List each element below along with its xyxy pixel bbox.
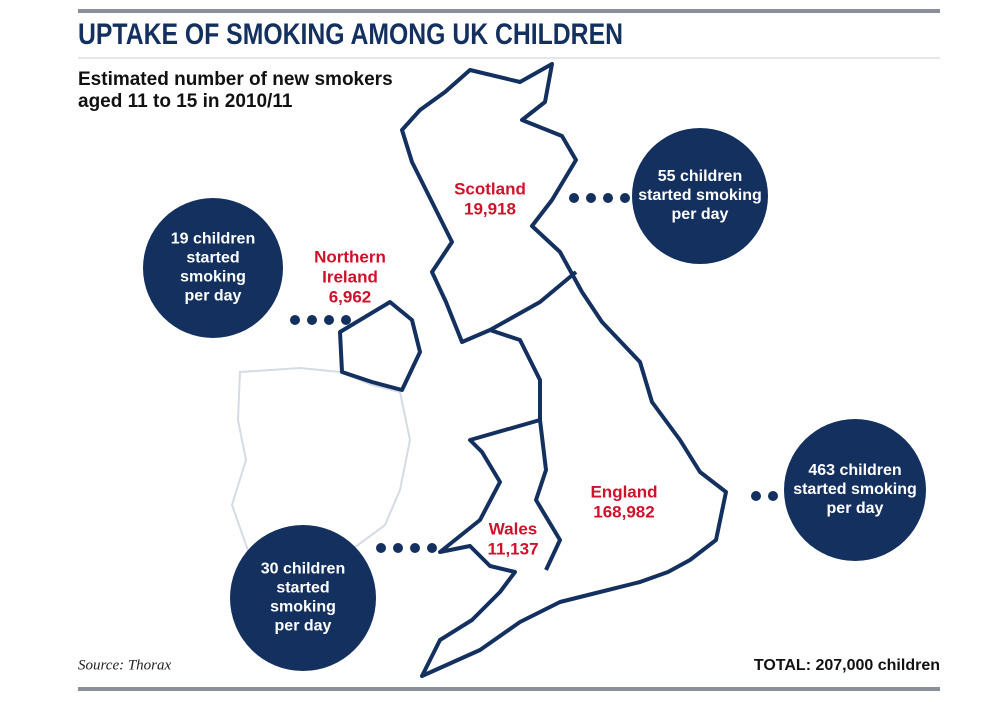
- connector-dot: [427, 543, 437, 553]
- subtitle: aged 11 to 15 in 2010/11: [78, 91, 293, 112]
- connector-dot: [324, 315, 334, 325]
- callout-text: per day: [275, 618, 332, 635]
- callout-text: per day: [672, 206, 729, 223]
- region-name: Northern: [314, 247, 386, 266]
- northern-ireland-outline: [338, 300, 422, 392]
- great-britain-outline: [400, 62, 728, 678]
- region-value: 168,982: [593, 502, 654, 521]
- scotland-england-border: [489, 270, 578, 332]
- callout-circle: [143, 198, 283, 338]
- total: TOTAL: 207,000 children: [754, 657, 940, 674]
- region-name: England: [590, 482, 657, 501]
- callout-text: started smoking: [793, 481, 917, 498]
- title: UPTAKE OF SMOKING AMONG UK CHILDREN: [78, 18, 623, 51]
- wales-england-border: [534, 419, 562, 571]
- connector-dot: [393, 543, 403, 553]
- region-name: Scotland: [454, 179, 526, 198]
- region-value: 6,962: [329, 287, 372, 306]
- connector-dot: [603, 193, 613, 203]
- callout-text: smoking: [180, 269, 246, 286]
- connector-dot: [307, 315, 317, 325]
- callout-text: 30 children: [261, 561, 345, 578]
- region-value: 19,918: [464, 199, 516, 218]
- region-name: Wales: [489, 519, 538, 538]
- connector-dot: [586, 193, 596, 203]
- region-value: 11,137: [487, 539, 538, 558]
- callout-text: smoking: [270, 599, 336, 616]
- connector-dot: [410, 543, 420, 553]
- source: Source: Thorax: [78, 657, 172, 673]
- callout-text: started smoking: [638, 187, 762, 204]
- connector-dot: [751, 491, 761, 501]
- callout-text: 19 children: [171, 231, 255, 248]
- connector-dot: [569, 193, 579, 203]
- callout-circle: [784, 419, 926, 561]
- callout-text: 463 children: [808, 462, 901, 479]
- callout-text: per day: [827, 500, 884, 517]
- subtitle: Estimated number of new smokers: [78, 69, 393, 90]
- callout-text: 55 children: [658, 168, 742, 185]
- callout-circle: [230, 525, 376, 671]
- callout-text: started: [186, 250, 239, 267]
- callout-circle: [632, 128, 768, 264]
- connector-dot: [290, 315, 300, 325]
- connector-dot: [768, 491, 778, 501]
- region-name: Ireland: [322, 267, 378, 286]
- connector-dot: [341, 315, 351, 325]
- connector-dot: [620, 193, 630, 203]
- callout-text: per day: [185, 288, 242, 305]
- connector-dot: [376, 543, 386, 553]
- callout-text: started: [276, 580, 329, 597]
